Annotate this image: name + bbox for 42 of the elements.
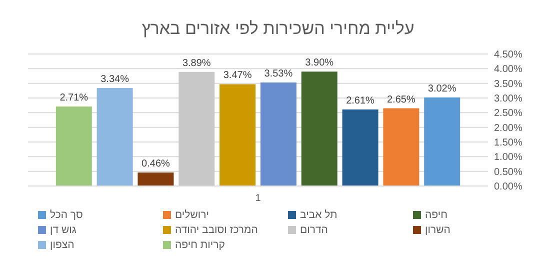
bar (56, 106, 92, 186)
bar (260, 82, 296, 186)
legend-label: הצפון (50, 239, 74, 251)
legend-label: המרכז וסובב יהודה (175, 224, 258, 236)
y-tick-label: 1.00% (494, 152, 522, 164)
legend-label: סך הכל (50, 209, 83, 221)
data-label: 0.46% (142, 158, 170, 170)
bar (96, 88, 133, 186)
bar (178, 72, 215, 186)
legend-label: הדרום (300, 224, 328, 236)
bar (383, 108, 420, 186)
data-label: 3.90% (305, 58, 334, 69)
y-tick-label: 2.50% (494, 108, 522, 120)
data-label: 3.47% (223, 70, 252, 82)
y-tick-label: 0.50% (494, 166, 522, 178)
legend-label: ירושלים (175, 209, 209, 221)
bar (220, 84, 256, 186)
bar (138, 172, 174, 186)
data-label: 3.53% (264, 68, 293, 80)
data-label: 3.34% (100, 74, 130, 86)
y-tick-label: 3.50% (494, 78, 522, 90)
y-tick-label: 4.00% (494, 64, 522, 76)
bar (301, 72, 338, 186)
bar (342, 109, 378, 186)
data-label: 2.61% (346, 95, 375, 106)
legend-label: חיפה (425, 209, 448, 221)
y-tick-label: 1.50% (494, 138, 522, 148)
bar (424, 97, 460, 186)
data-label: 3.89% (182, 58, 211, 69)
data-label: 3.02% (428, 83, 456, 94)
data-label: 2.65% (387, 94, 416, 106)
legend-label: השרון (425, 224, 450, 236)
legend-label: גוש דן (50, 224, 77, 236)
x-tick-label: 1 (255, 193, 262, 204)
y-tick-label: 4.50% (494, 50, 522, 60)
y-tick-label: 2.00% (494, 122, 522, 134)
y-tick-label: 3.00% (494, 94, 522, 104)
data-label: 2.71% (60, 92, 88, 104)
y-tick-label: 0.00% (494, 182, 522, 192)
legend-label: תל אביב (300, 209, 338, 221)
legend-label: קריות חיפה (175, 239, 225, 251)
chart-title: עליית מחירי השכירות לפי אזורים בארץ (142, 19, 414, 38)
